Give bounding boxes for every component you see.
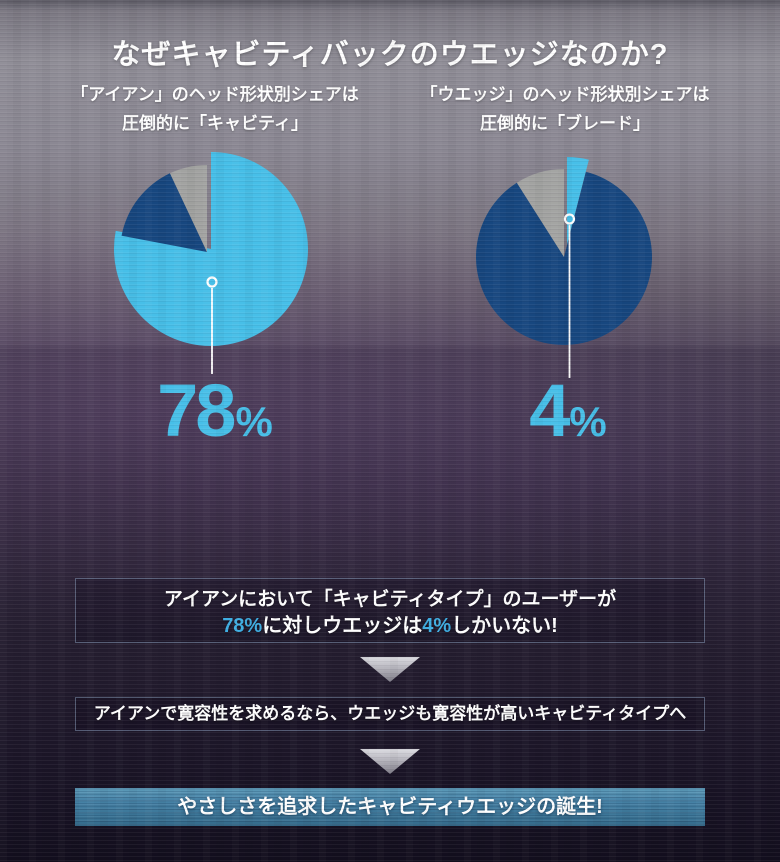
pie-slice-キャビティ — [114, 152, 309, 346]
recommendation-text: アイアンで寛容性を求めるなら、ウエッジも寛容性が高いキャビティタイプへ — [93, 704, 687, 723]
iron-pie-subtitle: 「アイアン」のヘッド形状別シェアは 圧倒的に「キャビティ」 — [40, 80, 390, 138]
down-arrow-icon — [360, 749, 420, 774]
summary-highlight-78: 78% — [222, 615, 263, 637]
iron-pie-subtitle-line2: 圧倒的に「キャビティ」 — [122, 114, 308, 133]
down-arrow-icon — [360, 657, 420, 682]
wedge-pie-subtitle-line2: 圧倒的に「ブレード」 — [480, 114, 650, 133]
conclusion-banner: やさしさを追求したキャビティウエッジの誕生! — [75, 788, 705, 826]
iron-pie-percent-sign: % — [235, 398, 273, 445]
callout-marker-icon — [206, 276, 218, 288]
wedge-pie-value-label: 4% — [458, 374, 678, 448]
wedge-pie-percent-sign: % — [569, 398, 607, 445]
summary-line1: アイアンにおいて「キャビティタイプ」のユーザーが — [163, 589, 617, 610]
summary-mid-text: に対しウエッジは — [262, 615, 423, 637]
summary-suffix-text: しかいない! — [451, 615, 558, 637]
iron-pie-subtitle-line1: 「アイアン」のヘッド形状別シェアは — [71, 85, 359, 104]
wedge-pie-subtitle-line1: 「ウエッジ」のヘッド形状別シェアは — [420, 85, 710, 104]
pie-slice-その他 — [516, 169, 564, 257]
callout-marker-icon — [563, 213, 576, 225]
summary-box: アイアンにおいて「キャビティタイプ」のユーザーが 78%に対しウエッジは4%しか… — [75, 578, 705, 643]
wedge-pie-subtitle: 「ウエッジ」のヘッド形状別シェアは 圧倒的に「ブレード」 — [390, 80, 740, 138]
recommendation-box: アイアンで寛容性を求めるなら、ウエッジも寛容性が高いキャビティタイプへ — [75, 697, 705, 731]
pie-slice-ブレード — [121, 173, 207, 252]
iron-pie-chart — [114, 152, 309, 374]
page-title: なぜキャビティバックのウエッジなのか? — [111, 39, 669, 71]
summary-highlight-4: 4% — [422, 615, 452, 637]
conclusion-text: やさしさを追求したキャビティウエッジの誕生! — [177, 796, 603, 818]
summary-line2: 78%に対しウエッジは4%しかいない! — [76, 613, 704, 640]
pie-slice-ブレード — [476, 171, 653, 345]
pie-slice-その他 — [169, 165, 207, 252]
wedge-pie-value: 4 — [529, 369, 570, 452]
iron-pie-value: 78 — [157, 369, 236, 452]
wedge-pie-chart — [476, 157, 653, 378]
iron-pie-value-label: 78% — [105, 374, 325, 448]
